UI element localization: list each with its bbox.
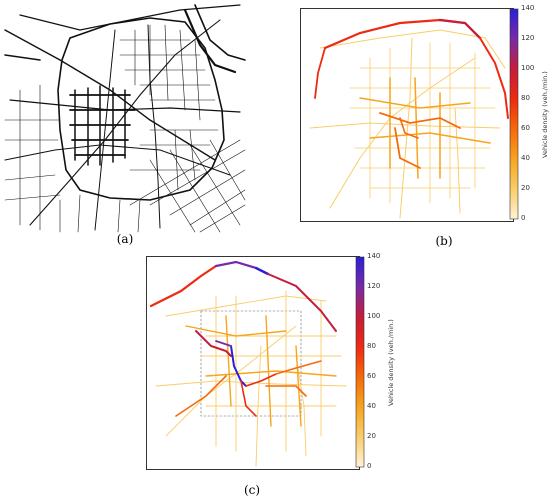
colorbar-tick-label: 0: [367, 462, 372, 470]
colorbar-tick-label: 40: [367, 402, 376, 410]
colorbar-tick-label: 80: [521, 94, 530, 102]
colorbar-tick-label: 140: [367, 252, 381, 260]
density-map-c: [149, 260, 347, 467]
colorbar-tick-label: 60: [521, 124, 530, 132]
panel-a: (a): [0, 0, 246, 246]
colorbar-tick-label: 40: [521, 154, 530, 162]
colorbar-c-ticks: 140 120 100 80 60 40 20 0: [367, 252, 387, 470]
colorbar-c-title: Vehicle density (veh./min.): [387, 319, 395, 406]
colorbar-c: [355, 256, 365, 468]
colorbar-tick-label: 0: [521, 214, 526, 222]
panel-c: 140 120 100 80 60 40 20 0 Vehicle density (veh.…: [146, 252, 396, 503]
colorbar-tick-label: 60: [367, 372, 376, 380]
colorbar-tick-label: 80: [367, 342, 376, 350]
colorbar-tick-label: 140: [521, 4, 535, 12]
caption-c: (c): [243, 483, 261, 497]
colorbar-tick-label: 120: [367, 282, 381, 290]
colorbar-b-title: Vehicle density (veh./min.): [541, 71, 549, 158]
caption-a: (a): [116, 232, 134, 246]
caption-b: (b): [435, 234, 453, 248]
colorbar-tick-label: 20: [521, 184, 530, 192]
road-network-map: [4, 4, 246, 233]
colorbar-tick-label: 100: [367, 312, 381, 320]
colorbar-tick-label: 120: [521, 34, 535, 42]
colorbar-tick-label: 100: [521, 64, 535, 72]
colorbar-tick-label: 20: [367, 432, 376, 440]
panel-b: 140 120 100 80 60 40 20 0 Vehicle density (veh.…: [300, 4, 550, 253]
colorbar-b: [509, 8, 519, 220]
colorbar-b-ticks: 140 120 100 80 60 40 20 0: [521, 4, 541, 222]
density-map-b: [309, 18, 509, 219]
